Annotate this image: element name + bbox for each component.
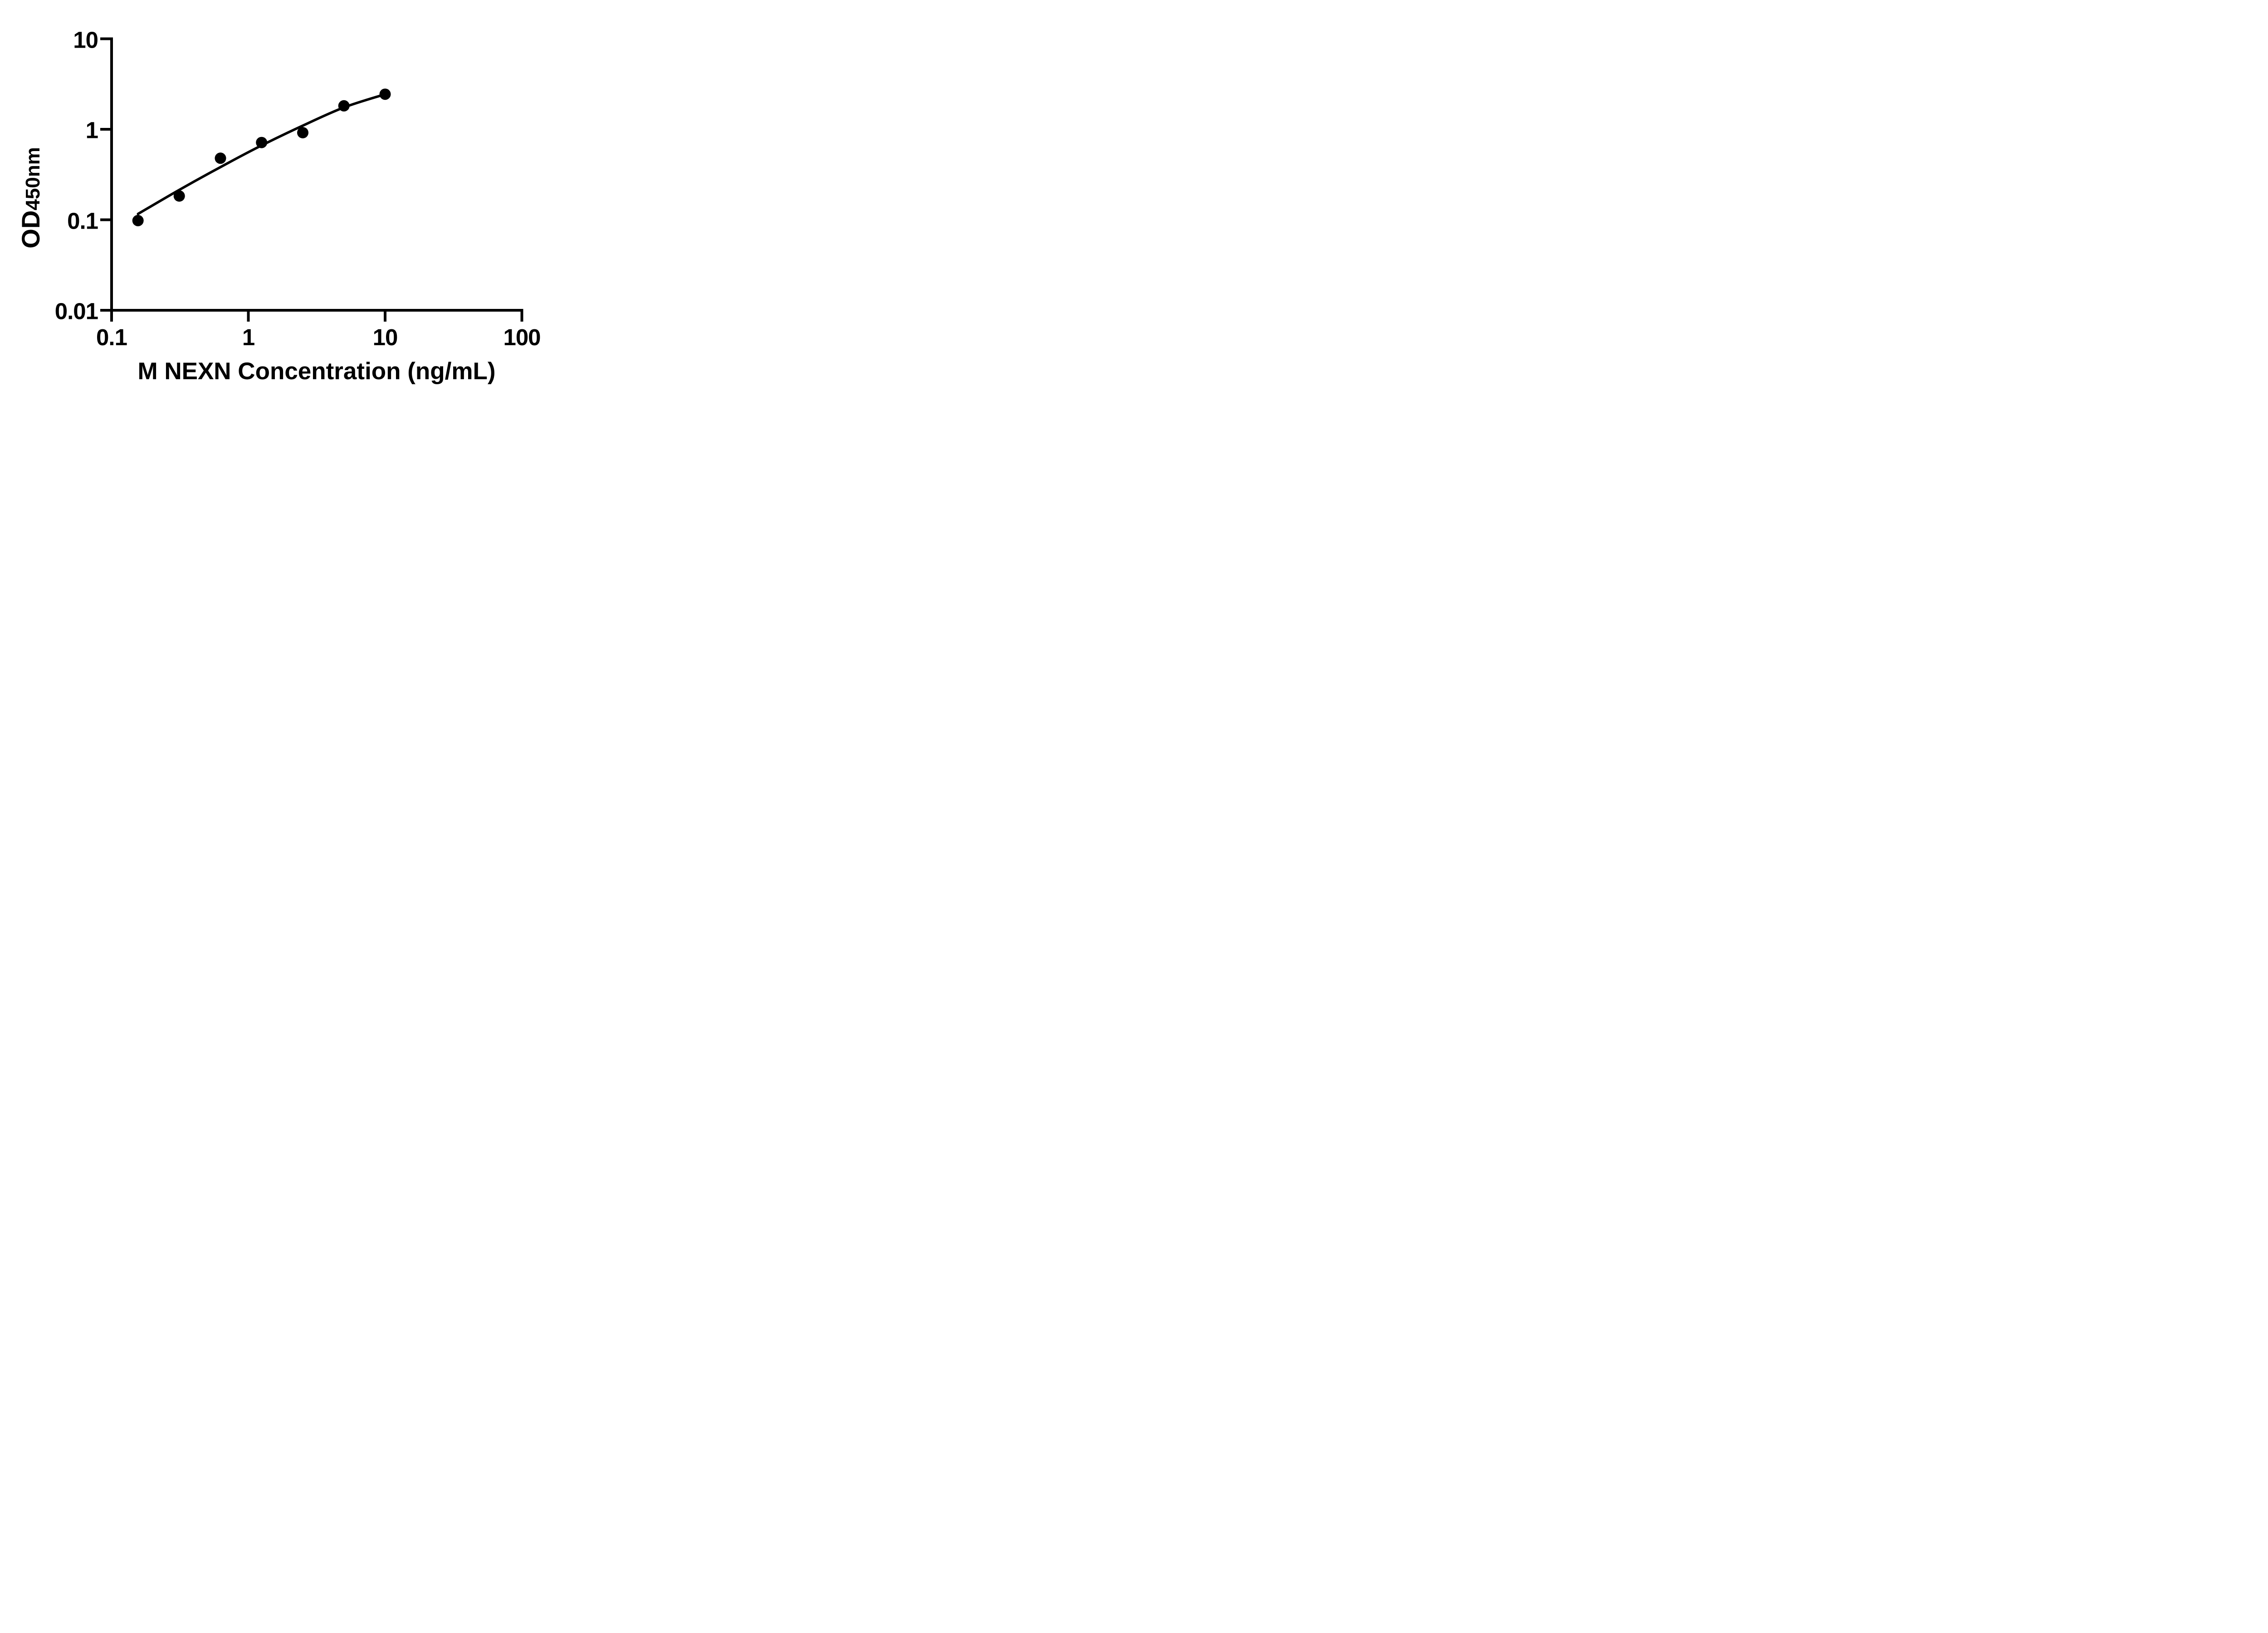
y-tick-label: 1	[85, 117, 98, 143]
x-axis-line	[110, 309, 523, 312]
x-axis-title: M NEXN Concentration (ng/mL)	[137, 358, 496, 385]
y-tick	[100, 309, 110, 312]
data-point	[173, 190, 185, 202]
x-tick	[384, 312, 386, 322]
y-tick	[100, 37, 110, 40]
y-tick-label: 0.1	[67, 208, 98, 234]
plot-canvas	[100, 37, 523, 322]
x-tick-label: 1	[242, 324, 255, 350]
elisa-standard-curve-figure: 0.01 0.1 1 10 0.1 1 10 100 M NEXN Concentration…	[0, 0, 583, 408]
x-tick	[520, 312, 523, 322]
x-tick	[247, 312, 250, 322]
y-tick-label: 0.01	[54, 298, 98, 324]
data-point	[256, 137, 268, 148]
data-point	[215, 152, 226, 164]
y-tick-label: 10	[73, 27, 98, 53]
y-axis-title-subscript: 450nm	[22, 147, 44, 210]
data-point	[379, 88, 391, 100]
y-tick	[100, 128, 110, 131]
x-tick	[110, 312, 113, 322]
x-tick-label: 100	[503, 324, 541, 350]
y-axis-title-main: OD	[16, 210, 45, 249]
y-axis-line	[110, 37, 113, 312]
y-tick	[100, 218, 110, 221]
y-axis-title: OD450nm	[16, 147, 45, 249]
x-tick-label: 10	[372, 324, 398, 350]
data-point	[338, 100, 350, 112]
x-tick-label: 0.1	[96, 324, 127, 350]
data-point	[132, 215, 144, 226]
data-point	[297, 127, 308, 138]
